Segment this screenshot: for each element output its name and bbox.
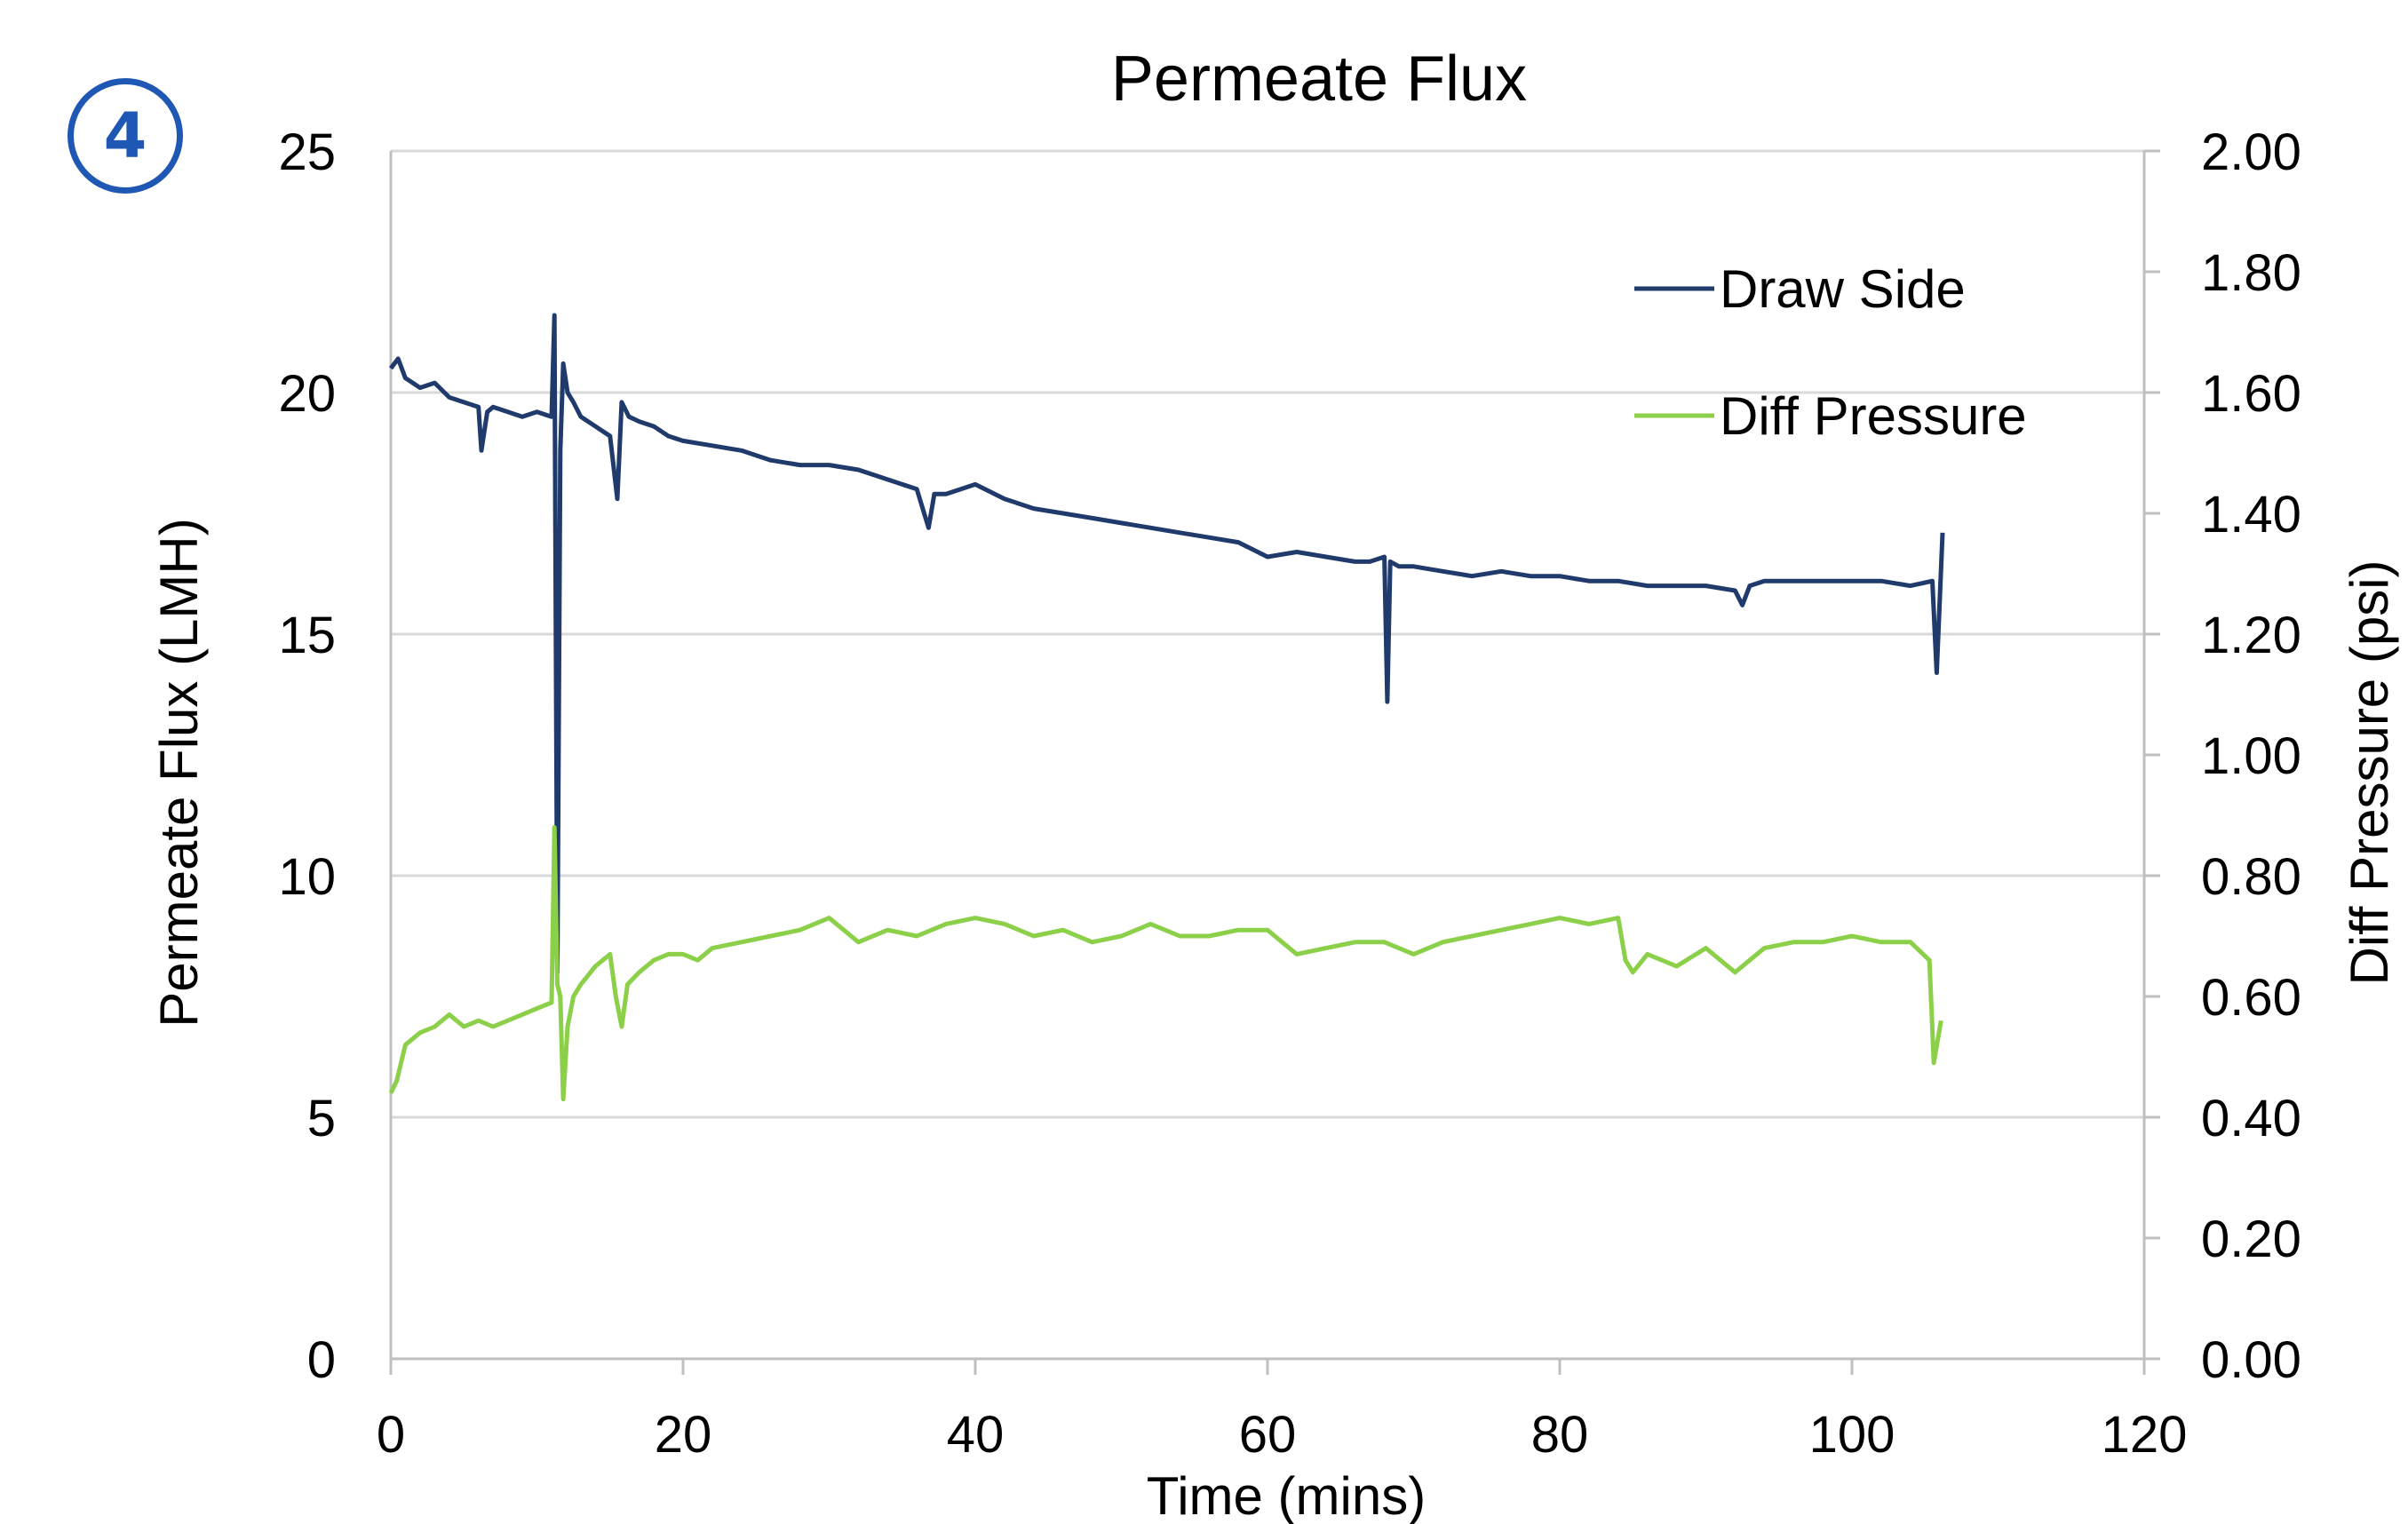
y2-tick-label: 0.40 <box>2201 1090 2301 1147</box>
chart-title: Permeate Flux <box>1111 44 1527 115</box>
legend: Draw Side Diff Pressure <box>1634 259 2027 446</box>
series <box>391 315 1943 1099</box>
series-line-diff-pressure <box>391 828 1941 1099</box>
y-tick-label: 25 <box>278 123 336 181</box>
y2-tick-label: 0.00 <box>2201 1331 2301 1389</box>
y2-tick-label: 1.20 <box>2201 607 2301 664</box>
legend-label: Diff Pressure <box>1720 386 2027 446</box>
axes <box>391 151 2160 1375</box>
y2-tick-label: 0.60 <box>2201 969 2301 1027</box>
y-tick-label: 0 <box>307 1331 336 1389</box>
x-tick-label: 120 <box>2102 1406 2188 1464</box>
x-tick-label: 0 <box>377 1406 405 1464</box>
y-tick-label: 10 <box>278 848 336 906</box>
y2-tick-label: 1.60 <box>2201 365 2301 423</box>
x-tick-label: 100 <box>1809 1406 1895 1464</box>
y2-tick-label: 1.40 <box>2201 486 2301 544</box>
x-tick-label: 60 <box>1239 1406 1297 1464</box>
y2-axis-label: Diff Pressure (psi) <box>2340 560 2399 985</box>
y2-tick-label: 0.20 <box>2201 1210 2301 1268</box>
y2-tick-label: 1.80 <box>2201 244 2301 302</box>
y2-tick-label: 0.80 <box>2201 848 2301 906</box>
y-tick-label: 15 <box>278 607 336 664</box>
x-tick-label: 20 <box>655 1406 712 1464</box>
y2-tick-label: 2.00 <box>2201 123 2301 181</box>
tick-labels: 0 5 10 15 20 25 0.00 0.20 0.40 0.60 0.80 1.00 1.20 1.… <box>278 123 2301 1464</box>
x-axis-label: Time (mins) <box>1147 1466 1426 1524</box>
y-axis-label: Permeate Flux (LMH) <box>149 518 209 1027</box>
y-tick-label: 20 <box>278 365 336 423</box>
y2-tick-label: 1.00 <box>2201 727 2301 785</box>
x-tick-label: 40 <box>947 1406 1005 1464</box>
y-tick-label: 5 <box>307 1090 336 1147</box>
legend-label: Draw Side <box>1720 259 1966 319</box>
x-tick-label: 80 <box>1531 1406 1589 1464</box>
